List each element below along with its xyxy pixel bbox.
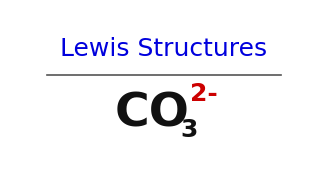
Text: 2-: 2-: [190, 82, 218, 106]
Text: 3: 3: [180, 118, 197, 142]
Text: Lewis Structures: Lewis Structures: [60, 37, 268, 61]
Text: CO: CO: [115, 92, 189, 137]
